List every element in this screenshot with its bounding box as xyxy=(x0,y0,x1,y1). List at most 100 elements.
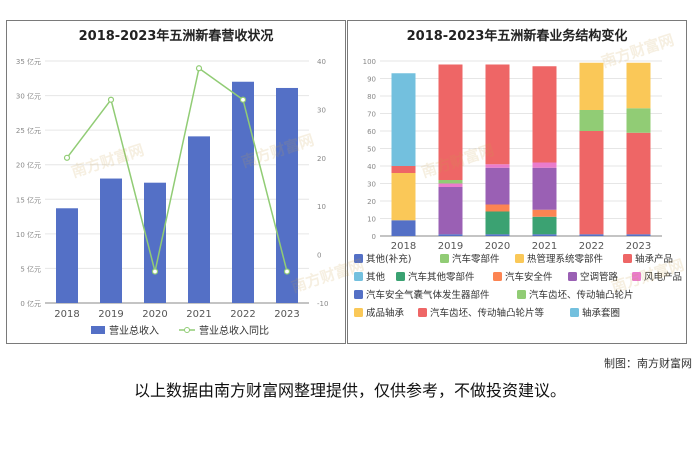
yoy-line xyxy=(66,66,288,272)
yoy-point xyxy=(107,96,115,103)
y-left-tick-label: 25 亿元 xyxy=(16,126,41,135)
stack-segment xyxy=(485,204,510,212)
y-tick-label: 50 xyxy=(367,146,376,154)
legend-label: 轴承产品 xyxy=(635,253,673,265)
stack-segment xyxy=(626,108,651,133)
legend-label: 成品轴承 xyxy=(366,307,405,319)
stack-segment xyxy=(391,73,416,166)
revenue-chart-title: 2018-2023年五洲新春营收状况 xyxy=(78,29,274,44)
y-tick-label: 30 xyxy=(367,181,376,189)
stack-segment xyxy=(626,132,651,235)
y-tick-label: 20 xyxy=(367,198,376,206)
y-left-tick-label: 10 亿元 xyxy=(16,230,41,239)
stack-segment xyxy=(485,211,510,235)
legend-label-yoy: 营业总收入同比 xyxy=(199,324,269,337)
y-tick-label: 70 xyxy=(367,111,376,119)
y-right-tick-label: 10 xyxy=(317,203,326,211)
legend-swatch-yoy-point xyxy=(184,327,190,333)
legend-label: 汽车零部件 xyxy=(452,253,500,265)
legend-label: 其他 xyxy=(366,271,386,283)
stack-segment xyxy=(532,167,557,210)
x-tick-label: 2019 xyxy=(98,309,123,320)
x-tick-label: 2022 xyxy=(230,309,255,320)
stack-segment xyxy=(438,187,463,235)
legend-swatch xyxy=(354,254,363,263)
stack-segment xyxy=(579,234,604,236)
legend-label: 汽车齿坯、传动轴凸轮片等 xyxy=(430,307,545,319)
stack-segment xyxy=(579,110,604,131)
stack-segment xyxy=(485,234,510,236)
x-tick-label: 2021 xyxy=(186,309,211,320)
stack-segment xyxy=(438,234,463,236)
x-tick-label: 2023 xyxy=(274,309,299,320)
stack-segment xyxy=(532,66,557,163)
revenue-bar xyxy=(56,208,78,303)
stack-segment xyxy=(485,164,510,168)
yoy-point xyxy=(239,96,247,103)
legend-label: 汽车安全件 xyxy=(505,271,553,283)
stack-segment xyxy=(579,62,604,110)
yoy-point xyxy=(195,65,203,72)
legend-swatch xyxy=(517,290,526,299)
chart-credit: 制图：南方财富网 xyxy=(604,357,692,370)
y-tick-label: 40 xyxy=(367,163,376,171)
y-left-tick-label: 35 亿元 xyxy=(16,57,41,66)
y-tick-label: 100 xyxy=(363,58,376,66)
yoy-point xyxy=(283,268,291,275)
y-right-tick-label: 20 xyxy=(317,155,326,163)
yoy-point xyxy=(63,154,71,161)
legend-swatch xyxy=(354,272,363,281)
x-tick-label: 2018 xyxy=(54,309,79,320)
legend-label: 汽车其他零部件 xyxy=(408,271,475,283)
legend-swatch xyxy=(418,308,427,317)
x-tick-label: 2021 xyxy=(532,241,557,252)
stack-segment xyxy=(532,234,557,236)
stack-segment xyxy=(579,131,604,235)
stack-segment xyxy=(532,209,557,217)
revenue-bar xyxy=(188,136,210,303)
stack-segment xyxy=(532,216,557,235)
y-tick-label: 0 xyxy=(372,233,376,241)
legend-label: 其他(补充) xyxy=(366,253,411,265)
legend-swatch xyxy=(440,254,449,263)
disclaimer-text: 以上数据由南方财富网整理提供，仅供参考，不做投资建议。 xyxy=(133,381,566,400)
legend-swatch xyxy=(568,272,577,281)
legend-label: 汽车齿坯、传动轴凸轮片 xyxy=(529,289,634,301)
y-right-tick-label: 30 xyxy=(317,106,326,114)
stack-segment xyxy=(391,166,416,173)
stack-segment xyxy=(532,162,557,168)
y-right-tick-label: 40 xyxy=(317,58,326,66)
legend-swatch xyxy=(354,308,363,317)
legend-swatch xyxy=(623,254,632,263)
structure-chart-title: 2018-2023年五洲新春业务结构变化 xyxy=(406,29,628,44)
structure-chart: 0 10 20 30 40 50 60 70 80 90 100 2018 2019 2020 2021 20… xyxy=(354,58,682,319)
legend-swatch xyxy=(354,290,363,299)
x-tick-label: 2022 xyxy=(579,241,604,252)
x-tick-label: 2023 xyxy=(626,241,651,252)
stack-segment xyxy=(485,167,510,205)
legend-swatch xyxy=(515,254,524,263)
x-tick-label: 2020 xyxy=(142,309,167,320)
y-tick-label: 90 xyxy=(367,76,376,84)
legend-swatch xyxy=(632,272,641,281)
y-tick-label: 80 xyxy=(367,93,376,101)
revenue-bar xyxy=(144,182,166,303)
legend-label: 热管理系统零部件 xyxy=(527,253,604,265)
stack-segment xyxy=(626,62,651,109)
stack-segment xyxy=(391,232,416,236)
yoy-point xyxy=(151,268,159,275)
legend-label: 风电产品 xyxy=(644,271,682,283)
legend-swatch xyxy=(570,308,579,317)
revenue-chart-panel: 2018-2023年五洲新春营收状况 0 亿元 5 亿元 10 亿元 15 亿元 20 … xyxy=(6,20,346,344)
structure-chart-panel: 2018-2023年五洲新春业务结构变化 0 10 20 30 40 50 60 70 80 90… xyxy=(347,20,687,344)
legend-swatch-revenue xyxy=(91,326,105,334)
y-right-tick-label: 0 xyxy=(317,252,321,260)
legend-label: 轴承套圈 xyxy=(582,307,620,319)
stack-segment xyxy=(438,64,463,180)
stack-segment xyxy=(391,173,416,221)
legend-label: 空调管路 xyxy=(580,271,619,283)
legend-swatch xyxy=(396,272,405,281)
x-tick-label: 2018 xyxy=(391,241,416,252)
stack-segment xyxy=(438,183,463,187)
stack-segment xyxy=(485,64,510,165)
